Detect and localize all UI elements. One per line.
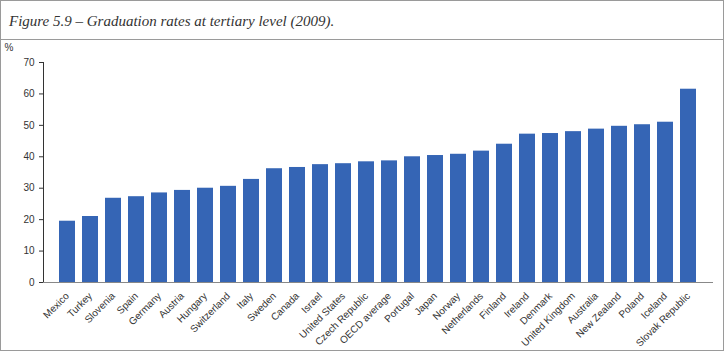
svg-text:50: 50 — [23, 120, 35, 131]
svg-text:Italy: Italy — [234, 290, 256, 311]
svg-text:%: % — [5, 42, 14, 53]
svg-text:20: 20 — [23, 214, 35, 225]
svg-text:60: 60 — [23, 88, 35, 99]
svg-text:OECD average: OECD average — [337, 290, 394, 346]
svg-text:Germany: Germany — [126, 290, 163, 327]
svg-text:Japan: Japan — [412, 290, 440, 318]
svg-text:Sweden: Sweden — [244, 290, 279, 324]
svg-text:Israel: Israel — [299, 290, 325, 316]
svg-text:United States: United States — [296, 290, 348, 341]
svg-text:Finland: Finland — [477, 290, 508, 321]
svg-text:Czech Republic: Czech Republic — [312, 290, 371, 348]
svg-text:10: 10 — [23, 245, 35, 256]
svg-text:New Zealand: New Zealand — [574, 290, 623, 339]
svg-text:Hungary: Hungary — [174, 290, 210, 325]
svg-text:30: 30 — [23, 182, 35, 193]
svg-text:Ireland: Ireland — [501, 290, 532, 320]
svg-text:Turkey: Turkey — [65, 290, 95, 320]
svg-text:70: 70 — [23, 57, 35, 68]
html-text:Figure 5.9 – Graduation rates: Figure 5.9 – Graduation rates at tertiar… — [9, 13, 335, 29]
svg-text:Portugal: Portugal — [382, 290, 416, 324]
svg-text:Switzerland: Switzerland — [188, 290, 232, 334]
svg-text:0: 0 — [29, 277, 35, 288]
svg-text:Denmark: Denmark — [517, 290, 555, 327]
svg-text:Austria: Austria — [156, 290, 187, 320]
svg-text:Canada: Canada — [269, 290, 302, 323]
svg-text:Poland: Poland — [616, 290, 647, 320]
svg-text:Spain: Spain — [114, 290, 141, 317]
svg-text:Netherlands: Netherlands — [439, 290, 486, 337]
svg-text:Iceland: Iceland — [638, 290, 670, 321]
svg-text:40: 40 — [23, 151, 35, 162]
svg-text:Australia: Australia — [564, 290, 601, 326]
svg-text:Mexico: Mexico — [41, 290, 71, 320]
svg-text:Slovak Republic: Slovak Republic — [634, 290, 692, 348]
svg-text:Slovenia: Slovenia — [82, 290, 117, 325]
svg-text:Norway: Norway — [430, 290, 463, 322]
